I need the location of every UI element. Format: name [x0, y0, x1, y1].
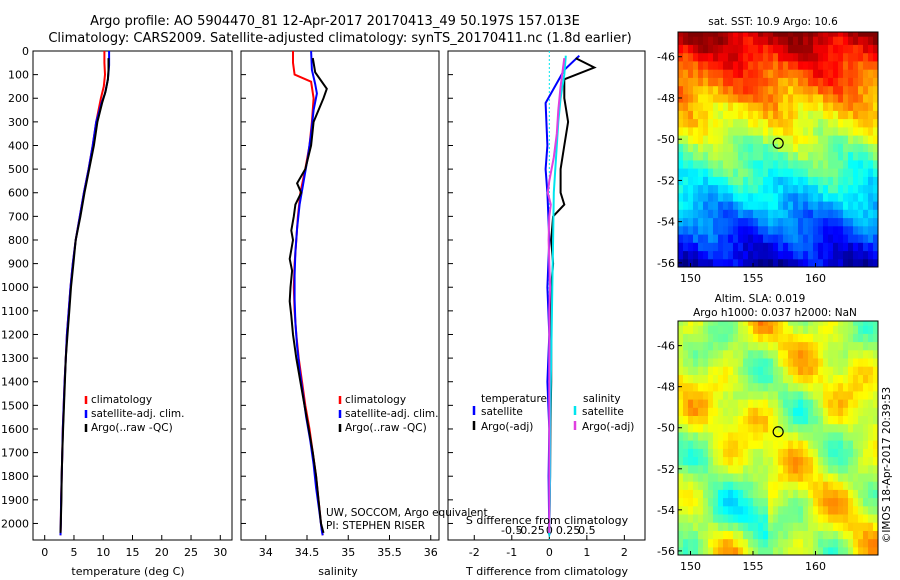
map-y-tick-label: -54 [657, 216, 675, 229]
legend-label-t-argo: Argo(-adj) [481, 421, 533, 433]
argo-position-marker [772, 137, 784, 149]
s-tick-label: -0.25 [516, 524, 544, 537]
difference-legend: temperature salinity satellite Argo(-adj… [472, 393, 634, 433]
s-tick-label: 0.5 [578, 524, 596, 537]
y-tick-label: 600 [8, 187, 29, 200]
x-tick-label: 20 [155, 546, 169, 559]
salinity-plot-frame [240, 50, 440, 541]
y-tick-label: 200 [8, 92, 29, 105]
y-tick-label: 0 [22, 45, 29, 58]
pi-annotation: PI: STEPHEN RISER [326, 520, 425, 532]
y-tick-label: 300 [8, 116, 29, 129]
y-tick-label: 1000 [1, 281, 29, 294]
sst-map-frame [677, 31, 879, 268]
figure-title-line2: Climatology: CARS2009. Satellite-adjuste… [48, 31, 631, 46]
y-tick-label: 1400 [1, 376, 29, 389]
y-tick-label: 1800 [1, 470, 29, 483]
map-x-tick-label: 160 [805, 272, 826, 285]
map-y-tick-label: -48 [657, 92, 675, 105]
legend-label-satellite: satellite-adj. clim. [91, 408, 184, 420]
legend-heading-salinity: salinity [583, 393, 621, 405]
x-tick-label: 35.5 [377, 546, 402, 559]
x-tick-label: 34 [259, 546, 273, 559]
x-tick-label: 34.5 [295, 546, 320, 559]
map-y-tick-label: -50 [657, 422, 675, 435]
legend-label-climatology: climatology [91, 394, 152, 406]
legend-label-s-satellite: satellite [582, 406, 624, 418]
map-x-tick-label: 150 [680, 272, 701, 285]
legend-label-argo: Argo(..raw -QC) [91, 422, 173, 434]
y-tick-label: 1700 [1, 447, 29, 460]
y-tick-label: 800 [8, 234, 29, 247]
map-x-tick-label: 155 [743, 272, 764, 285]
y-tick-label: 1600 [1, 423, 29, 436]
y-tick-label: 400 [8, 139, 29, 152]
temperature-legend: climatology satellite-adj. clim. Argo(..… [84, 394, 184, 434]
x-tick-label: -2 [469, 546, 480, 559]
legend-label-satellite: satellite-adj. clim. [345, 408, 438, 420]
map-x-tick-label: 155 [743, 560, 764, 573]
y-tick-label: 100 [8, 69, 29, 82]
x-tick-label: 25 [184, 546, 198, 559]
x-tick-label: 10 [96, 546, 110, 559]
map-y-tick-label: -56 [657, 545, 675, 558]
sst-map-title: sat. SST: 10.9 Argo: 10.6 [708, 16, 838, 28]
series-argo-raw-qc- [59, 58, 110, 533]
map-y-tick-label: -52 [657, 174, 675, 187]
map-y-tick-label: -48 [657, 381, 675, 394]
x-tick-label: 5 [70, 546, 77, 559]
salinity-legend: climatology satellite-adj. clim. Argo(..… [338, 394, 438, 434]
y-tick-label: 1500 [1, 399, 29, 412]
x-tick-label: 0 [41, 546, 48, 559]
sla-map-field [678, 321, 878, 555]
map-y-tick-label: -52 [657, 463, 675, 476]
x-tick-label: 0 [546, 546, 553, 559]
s-difference-x-label: S difference from climatology [466, 514, 629, 527]
map-y-tick-label: -50 [657, 133, 675, 146]
y-tick-label: 700 [8, 210, 29, 223]
s-tick-label: 0.25 [556, 524, 581, 537]
y-tick-label: 1100 [1, 305, 29, 318]
legend-label-s-argo: Argo(-adj) [582, 421, 634, 433]
x-tick-label: 2 [621, 546, 628, 559]
legend-label-t-satellite: satellite [481, 406, 523, 418]
y-tick-label: 1200 [1, 328, 29, 341]
temperature-plot-frame [32, 50, 233, 541]
map-x-tick-label: 160 [805, 560, 826, 573]
y-tick-label: 900 [8, 258, 29, 271]
map-x-tick-label: 150 [680, 560, 701, 573]
legend-label-climatology: climatology [345, 394, 406, 406]
y-tick-label: 500 [8, 163, 29, 176]
x-tick-label: 35 [341, 546, 355, 559]
y-tick-label: 2000 [1, 517, 29, 530]
x-tick-label: 15 [126, 546, 140, 559]
temperature-x-label: temperature (deg C) [71, 565, 184, 578]
map-y-tick-label: -56 [657, 257, 675, 270]
salinity-x-label: salinity [318, 565, 358, 578]
figure-title-line1: Argo profile: AO 5904470_81 12-Apr-2017 … [90, 14, 580, 29]
s-tick-label: -0.5 [501, 524, 522, 537]
map-y-tick-label: -46 [657, 340, 675, 353]
map-y-tick-label: -46 [657, 51, 675, 64]
series-argo-raw-qc- [288, 57, 328, 534]
x-tick-label: 1 [583, 546, 590, 559]
x-tick-label: 36 [424, 546, 438, 559]
series-salinity-argo-adj- [546, 57, 566, 533]
imos-credit: ©IMOS 18-Apr-2017 20:39:53 [881, 387, 893, 543]
legend-heading-temperature: temperature [481, 393, 547, 405]
sla-map-title: Altim. SLA: 0.019 [715, 293, 806, 305]
sst-map-field [678, 32, 878, 267]
x-tick-label: -1 [506, 546, 517, 559]
t-difference-x-label: T difference from climatology [465, 565, 628, 578]
legend-label-argo: Argo(..raw -QC) [345, 422, 427, 434]
sla-map-subtitle: Argo h1000: 0.037 h2000: NaN [693, 307, 857, 319]
sla-map-frame [677, 320, 879, 556]
institution-annotation: UW, SOCCOM, Argo equivalent [326, 507, 488, 519]
x-tick-label: 30 [213, 546, 227, 559]
argo-position-marker [772, 426, 784, 438]
y-tick-label: 1900 [1, 494, 29, 507]
y-tick-label: 1300 [1, 352, 29, 365]
map-y-tick-label: -54 [657, 504, 675, 517]
